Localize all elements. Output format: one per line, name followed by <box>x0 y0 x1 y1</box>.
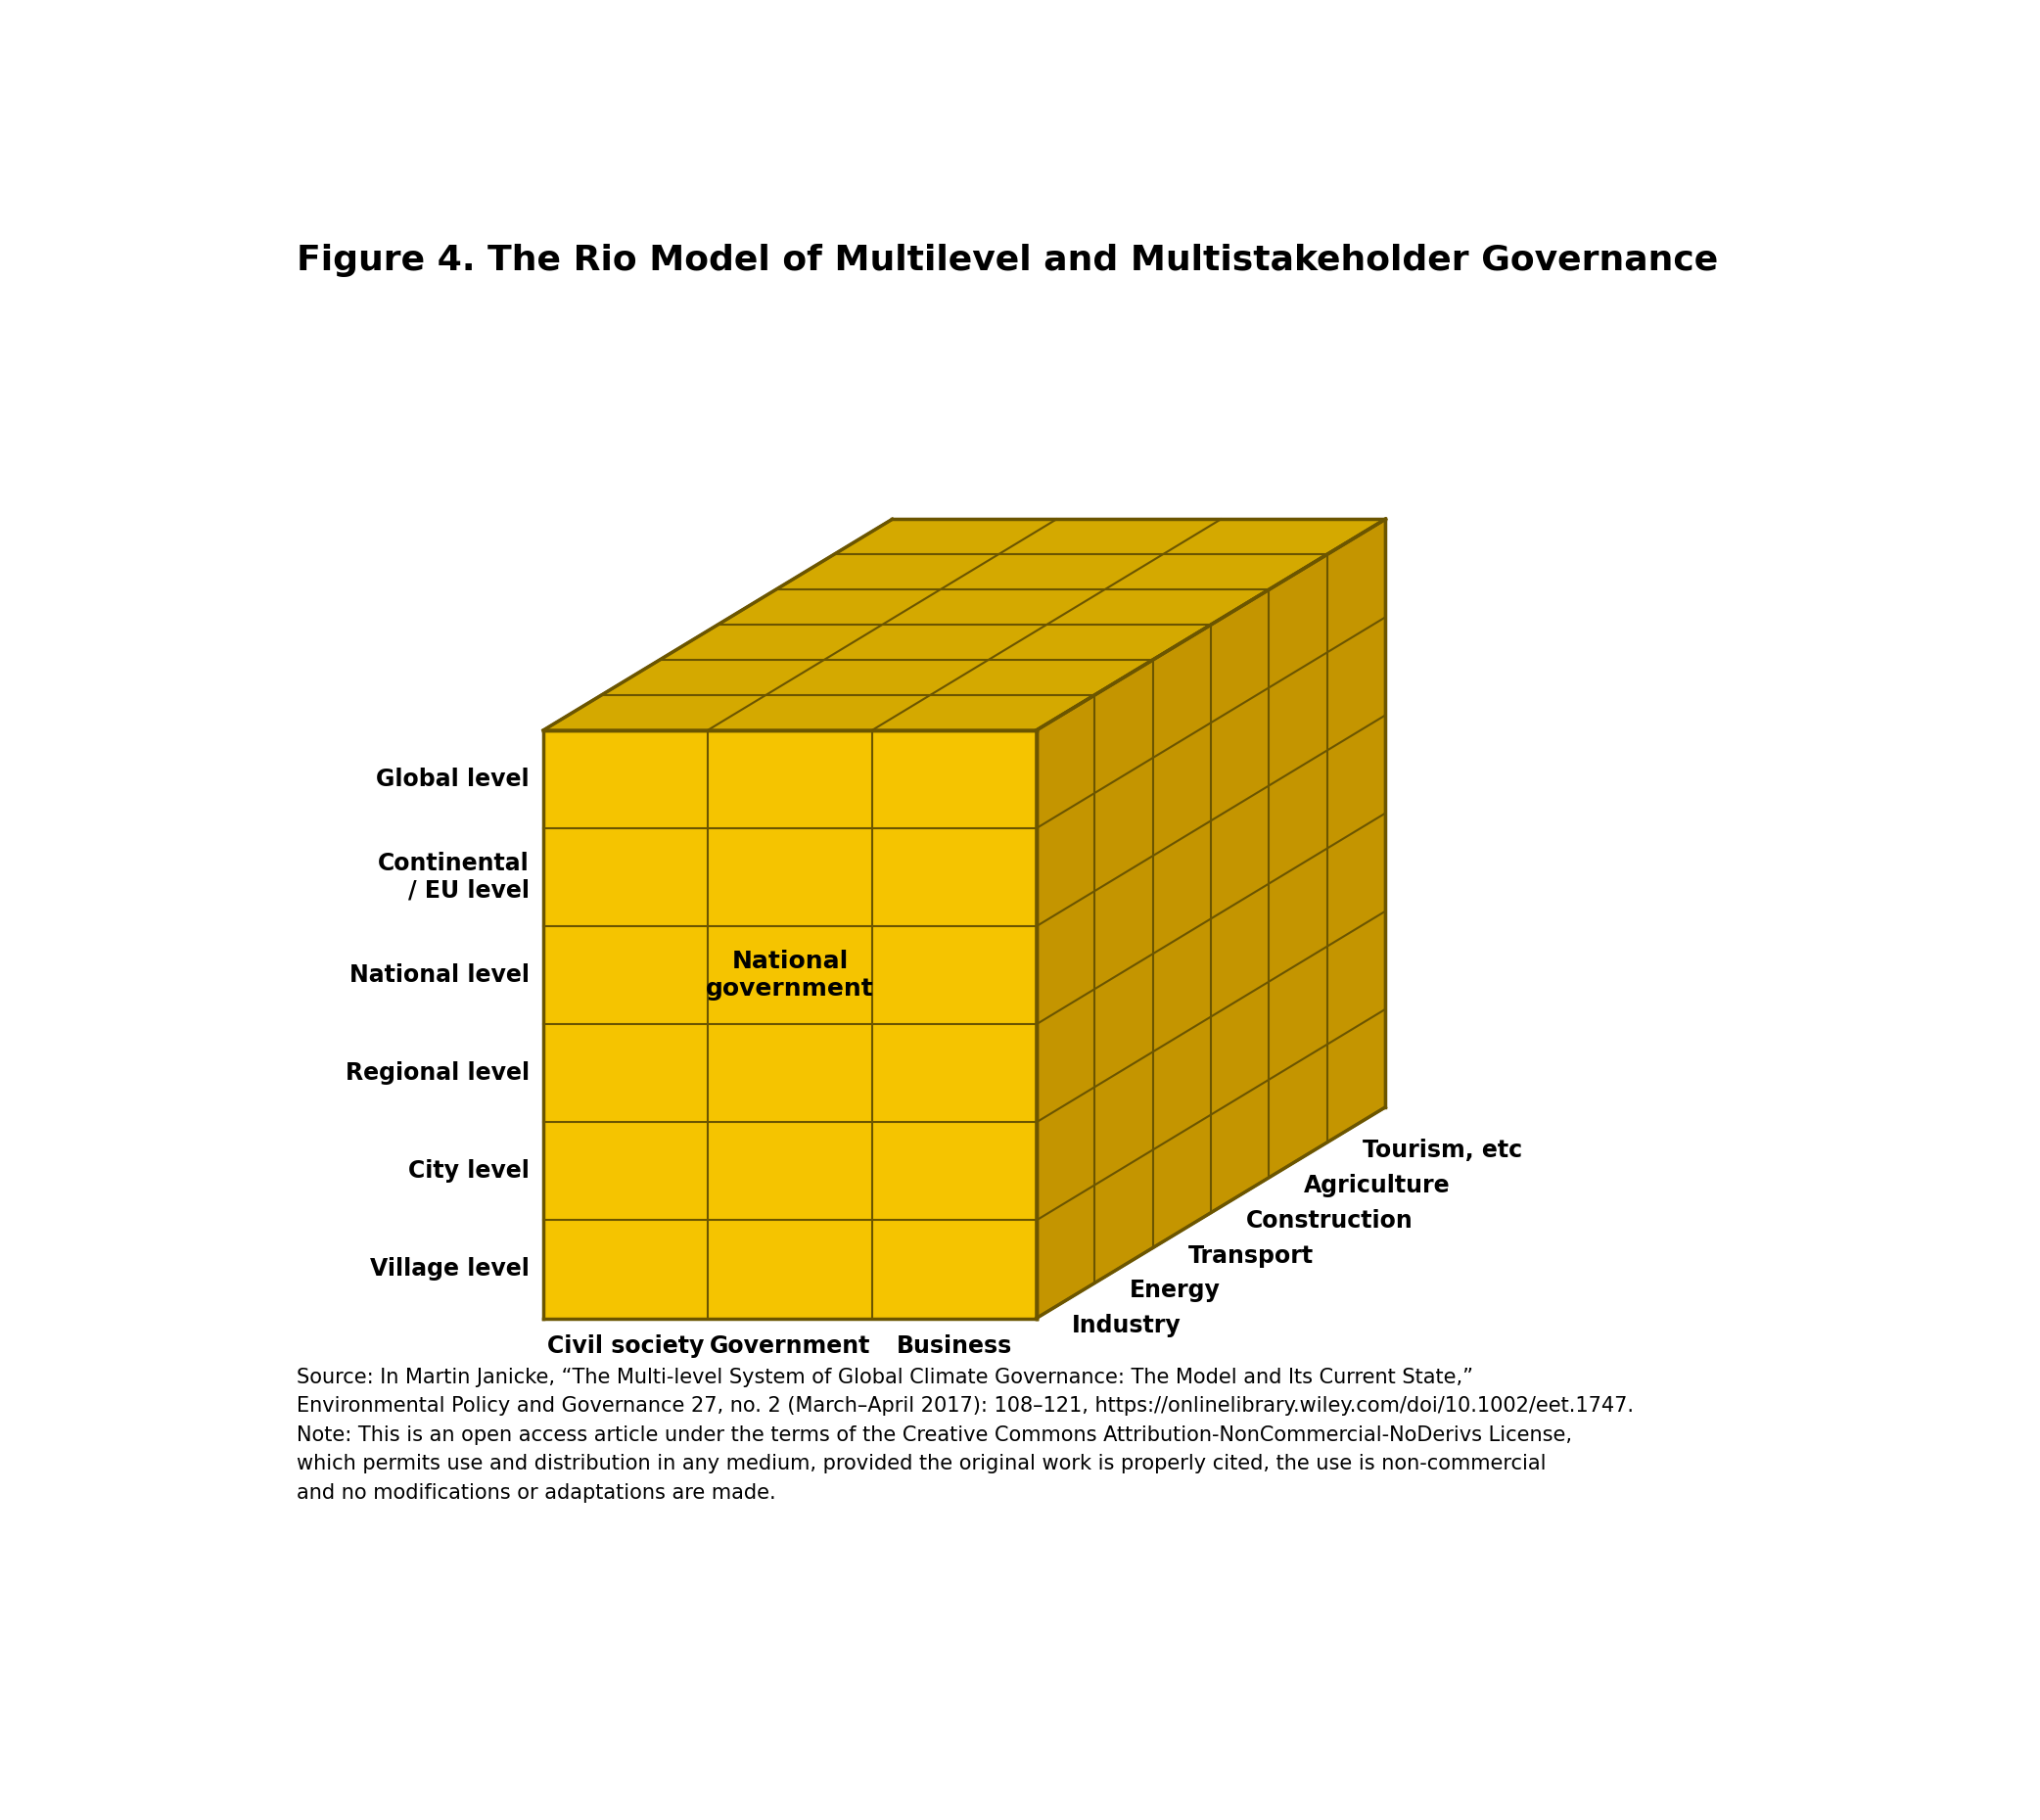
Text: National
government: National government <box>706 950 873 1001</box>
Polygon shape <box>543 519 1385 730</box>
Text: Energy: Energy <box>1130 1279 1220 1303</box>
Text: Industry: Industry <box>1071 1314 1181 1338</box>
Text: Figure 4. The Rio Model of Multilevel and Multistakeholder Governance: Figure 4. The Rio Model of Multilevel an… <box>296 244 1718 277</box>
Text: Business: Business <box>896 1334 1012 1358</box>
Text: Civil society: Civil society <box>547 1334 704 1358</box>
Text: Source: In Martin Janicke, “The Multi-level System of Global Climate Governance:: Source: In Martin Janicke, “The Multi-le… <box>296 1367 1634 1503</box>
Text: Government: Government <box>710 1334 871 1358</box>
Polygon shape <box>1036 519 1385 1318</box>
Text: Village level: Village level <box>369 1258 530 1281</box>
Text: Regional level: Regional level <box>345 1061 530 1085</box>
Text: Transport: Transport <box>1187 1243 1314 1267</box>
Text: National level: National level <box>349 963 530 986</box>
Text: City level: City level <box>408 1159 530 1183</box>
Polygon shape <box>543 730 1036 1318</box>
Text: Agriculture: Agriculture <box>1304 1174 1450 1198</box>
Text: Global level: Global level <box>375 768 530 792</box>
Text: Construction: Construction <box>1246 1208 1414 1232</box>
Text: Tourism, etc: Tourism, etc <box>1363 1138 1522 1161</box>
Text: Continental
/ EU level: Continental / EU level <box>377 852 530 903</box>
